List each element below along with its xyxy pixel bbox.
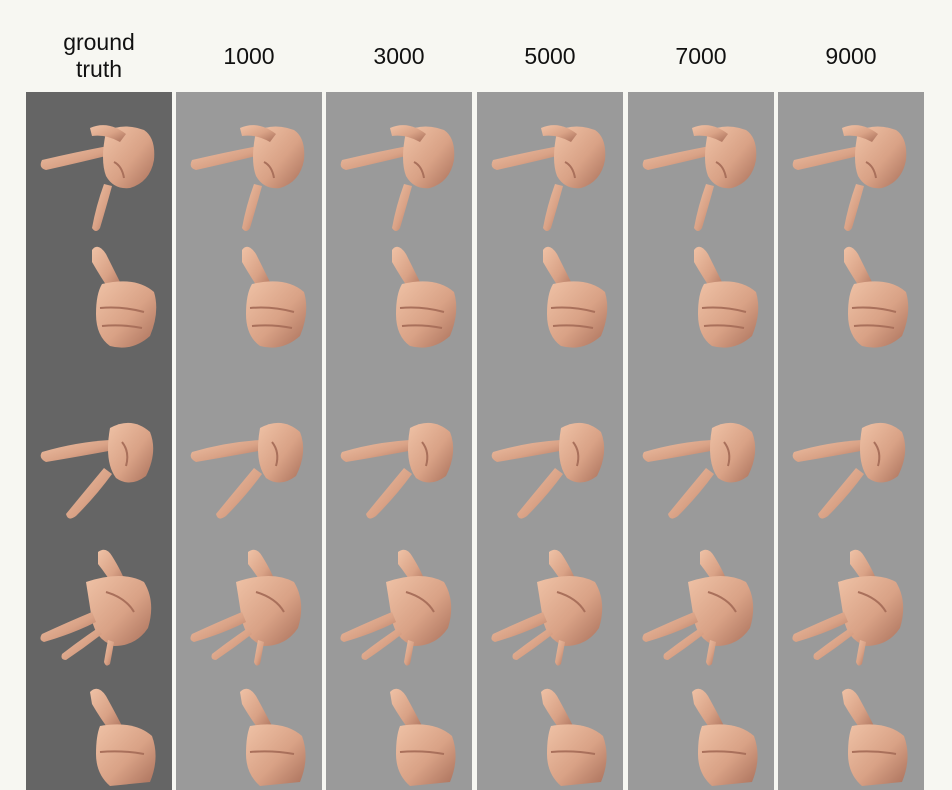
hand-render-cell [778, 232, 924, 372]
hand-render-cell [778, 102, 924, 242]
column-header-label: 1000 [223, 42, 275, 69]
hand-render-cell [628, 412, 774, 552]
partial-thumbs-up-hand-icon [541, 688, 607, 786]
partial-thumbs-up-hand-icon [692, 688, 758, 786]
hand-render-cell [477, 102, 623, 242]
pointing-index-thumb-down-hand-icon [190, 125, 305, 231]
pointing-v-hand-icon [40, 422, 154, 519]
column-header: ground truth [26, 24, 172, 88]
hand-render-cell [176, 542, 322, 682]
open-three-finger-hand-icon [642, 549, 754, 666]
hand-render-cell [477, 542, 623, 682]
thumbs-up-hand-icon [694, 246, 759, 348]
partial-thumbs-up-hand-icon [240, 688, 306, 786]
hand-render-cell [778, 542, 924, 682]
column-header: 5000 [477, 24, 623, 88]
hand-render-cell [326, 682, 472, 790]
column-header-label: 3000 [373, 42, 425, 69]
column-header: 7000 [628, 24, 774, 88]
thumbs-up-hand-icon [92, 246, 157, 348]
column-header-label: 5000 [524, 42, 576, 69]
column-header-label: ground truth [63, 29, 135, 82]
hand-render-cell [326, 412, 472, 552]
open-three-finger-hand-icon [491, 549, 603, 666]
pointing-index-thumb-down-hand-icon [340, 125, 455, 231]
hand-render-cell [628, 232, 774, 372]
hand-render-cell [176, 682, 322, 790]
pointing-index-thumb-down-hand-icon [40, 125, 155, 231]
hand-render-cell [176, 412, 322, 552]
column-header-label: 7000 [675, 42, 727, 69]
prediction-column [477, 92, 623, 790]
hand-render-cell [628, 682, 774, 790]
ground-truth-column [26, 92, 172, 790]
hand-render-cell [628, 102, 774, 242]
hand-render-cell [477, 682, 623, 790]
partial-thumbs-up-hand-icon [90, 688, 156, 786]
prediction-column [326, 92, 472, 790]
prediction-column [176, 92, 322, 790]
open-three-finger-hand-icon [340, 549, 452, 666]
hand-render-cell [326, 232, 472, 372]
hand-render-cell [477, 232, 623, 372]
hand-render-cell [326, 542, 472, 682]
hand-render-cell [26, 102, 172, 242]
pointing-index-thumb-down-hand-icon [491, 125, 606, 231]
prediction-column [778, 92, 924, 790]
pointing-v-hand-icon [491, 422, 605, 519]
hand-render-cell [778, 682, 924, 790]
thumbs-up-hand-icon [844, 246, 909, 348]
pointing-v-hand-icon [340, 422, 454, 519]
pointing-v-hand-icon [190, 422, 304, 519]
column-header: 3000 [326, 24, 472, 88]
hand-render-cell [26, 682, 172, 790]
hand-render-cell [778, 412, 924, 552]
pointing-v-hand-icon [642, 422, 756, 519]
pointing-v-hand-icon [792, 422, 906, 519]
hand-render-cell [26, 542, 172, 682]
thumbs-up-hand-icon [543, 246, 608, 348]
hand-render-cell [477, 412, 623, 552]
thumbs-up-hand-icon [242, 246, 307, 348]
partial-thumbs-up-hand-icon [842, 688, 908, 786]
hand-render-cell [176, 232, 322, 372]
column-header: 9000 [778, 24, 924, 88]
open-three-finger-hand-icon [40, 549, 152, 666]
column-header: 1000 [176, 24, 322, 88]
partial-thumbs-up-hand-icon [390, 688, 456, 786]
pointing-index-thumb-down-hand-icon [792, 125, 907, 231]
pointing-index-thumb-down-hand-icon [642, 125, 757, 231]
open-three-finger-hand-icon [190, 549, 302, 666]
open-three-finger-hand-icon [792, 549, 904, 666]
thumbs-up-hand-icon [392, 246, 457, 348]
hand-render-cell [628, 542, 774, 682]
column-header-label: 9000 [825, 42, 877, 69]
hand-render-cell [176, 102, 322, 242]
hand-render-cell [326, 102, 472, 242]
prediction-column [628, 92, 774, 790]
hand-render-cell [26, 412, 172, 552]
hand-render-cell [26, 232, 172, 372]
